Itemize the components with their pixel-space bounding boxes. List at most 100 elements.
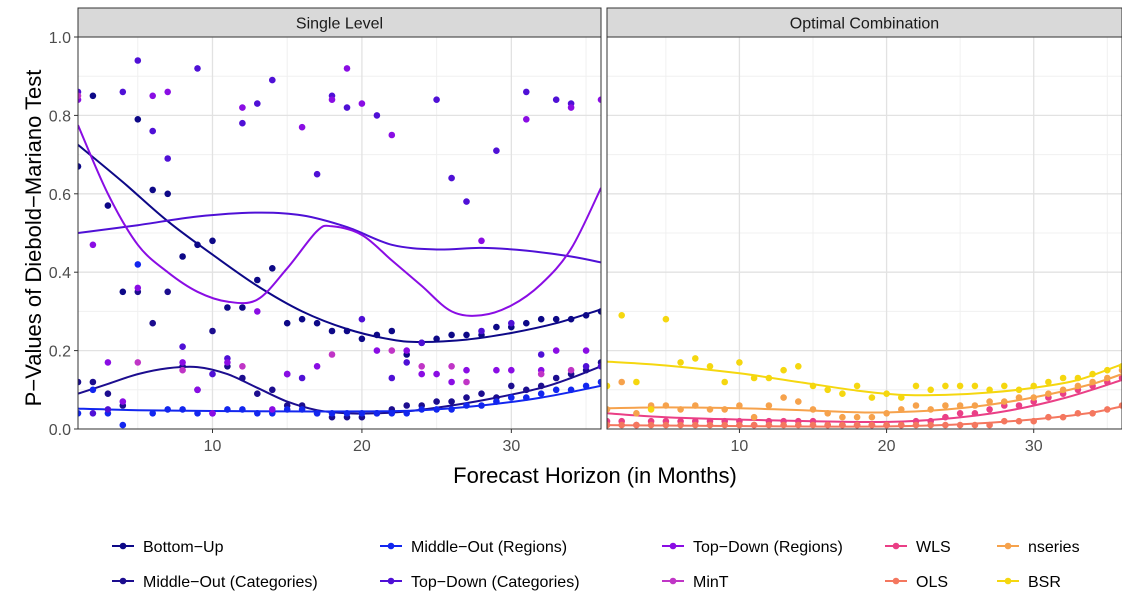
smooth-line xyxy=(78,211,601,264)
data-point xyxy=(388,131,396,139)
data-point xyxy=(633,410,640,417)
x-tick-label: 20 xyxy=(878,438,896,455)
data-point xyxy=(313,319,321,327)
grid xyxy=(607,37,1122,429)
data-point xyxy=(986,406,993,413)
x-tick-label: 10 xyxy=(731,438,749,455)
x-tick-label: 20 xyxy=(353,438,371,455)
legend-label: MinT xyxy=(693,574,729,591)
data-point xyxy=(607,382,611,390)
data-point xyxy=(537,315,545,323)
data-point xyxy=(298,315,306,323)
data-point xyxy=(373,112,381,119)
legend: Bottom−Up Middle−Out (Categories) Middle−O… xyxy=(112,539,1080,591)
data-point xyxy=(986,398,993,405)
legend-item: Middle−Out (Categories) xyxy=(112,574,318,591)
data-point xyxy=(463,366,470,374)
data-point xyxy=(239,363,246,370)
legend-key-point xyxy=(387,577,395,585)
legend-item: WLS xyxy=(885,539,951,556)
data-point xyxy=(253,308,261,315)
data-point xyxy=(463,331,470,339)
smooth-line xyxy=(78,124,601,317)
data-point xyxy=(104,390,112,398)
data-point xyxy=(433,96,440,103)
y-tick-label: 0.6 xyxy=(49,187,71,204)
data-point xyxy=(78,163,82,170)
series-layer xyxy=(607,312,1122,429)
data-point xyxy=(328,351,336,358)
data-point xyxy=(780,394,787,401)
y-tick-label: 1.0 xyxy=(49,30,71,47)
legend-item: Middle−Out (Regions) xyxy=(380,539,567,556)
data-point xyxy=(224,359,231,366)
data-point xyxy=(328,327,336,335)
data-point xyxy=(1001,382,1008,390)
legend-item: MinT xyxy=(662,574,729,591)
smooth-line xyxy=(607,405,1122,428)
legend-key-point xyxy=(669,542,677,550)
data-point xyxy=(478,390,485,398)
data-point xyxy=(971,382,979,390)
data-point xyxy=(853,382,861,390)
data-point xyxy=(209,327,216,335)
data-point xyxy=(179,359,186,366)
data-point xyxy=(582,363,590,370)
data-point xyxy=(418,370,426,378)
data-point xyxy=(795,363,802,370)
data-point xyxy=(134,57,142,64)
data-point xyxy=(1045,378,1052,386)
data-point xyxy=(194,65,201,72)
data-point xyxy=(209,370,216,378)
data-point xyxy=(765,421,773,429)
legend-label: Top−Down (Categories) xyxy=(411,574,580,591)
data-point xyxy=(388,374,396,382)
data-point xyxy=(942,382,949,390)
legend-key-point xyxy=(119,577,127,585)
data-point xyxy=(253,390,261,398)
data-point xyxy=(898,421,905,429)
data-point xyxy=(418,363,426,370)
data-point xyxy=(298,374,306,382)
data-point xyxy=(552,374,560,382)
data-point xyxy=(463,198,470,205)
data-point xyxy=(508,319,515,327)
data-point xyxy=(597,378,601,386)
data-point xyxy=(89,378,97,386)
data-point xyxy=(403,359,411,366)
data-point xyxy=(868,394,876,401)
data-point xyxy=(567,366,575,374)
data-point xyxy=(618,312,625,319)
data-point xyxy=(839,390,846,398)
data-point xyxy=(433,335,440,343)
data-point xyxy=(618,378,625,386)
legend-item: Top−Down (Regions) xyxy=(662,539,843,556)
data-point xyxy=(633,378,640,386)
data-point xyxy=(780,366,787,374)
data-point xyxy=(478,237,485,245)
data-point xyxy=(1059,374,1067,382)
data-point xyxy=(89,386,97,394)
panel-strip xyxy=(606,7,1122,38)
data-point xyxy=(433,398,440,405)
x-tick-label: 30 xyxy=(502,438,520,455)
data-point xyxy=(883,421,890,429)
y-tick-label: 0.2 xyxy=(49,344,71,361)
data-point xyxy=(721,378,728,386)
smooth-line xyxy=(607,373,1122,414)
data-point xyxy=(736,402,743,409)
panel-1: Optimal Combination 10 20 30 xyxy=(606,7,1122,455)
data-point xyxy=(89,92,97,100)
data-point xyxy=(269,406,276,413)
series-bsr xyxy=(607,312,1122,413)
data-point xyxy=(403,347,411,354)
legend-label: OLS xyxy=(916,574,948,591)
data-point xyxy=(433,370,440,378)
data-point xyxy=(839,413,846,421)
data-point xyxy=(824,386,831,394)
data-point xyxy=(508,394,515,401)
data-point xyxy=(597,363,601,370)
data-point xyxy=(298,123,306,131)
data-point xyxy=(942,402,949,409)
x-axis-label: Forecast Horizon (in Months) xyxy=(453,463,737,488)
